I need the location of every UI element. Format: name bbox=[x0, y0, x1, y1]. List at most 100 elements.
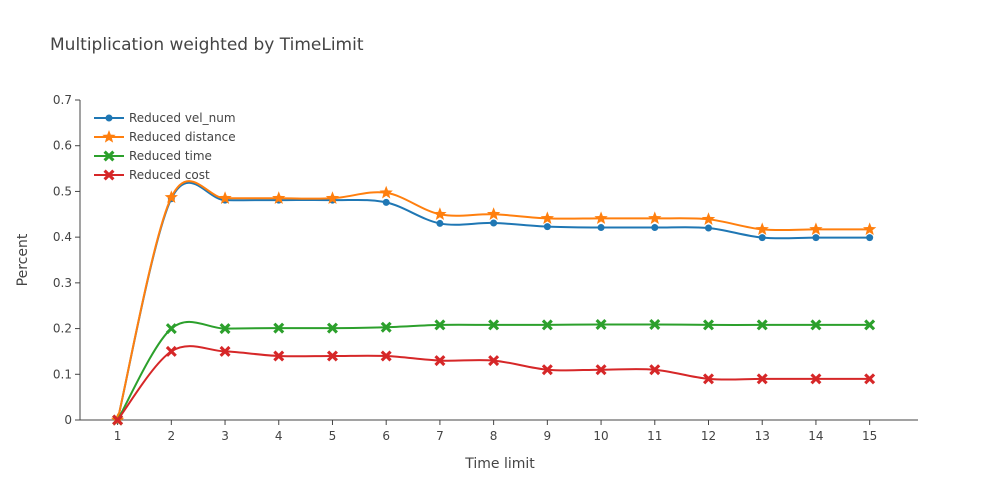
data-point bbox=[864, 373, 876, 385]
data-point bbox=[758, 234, 766, 242]
data-point bbox=[380, 321, 392, 333]
x-tick-label: 10 bbox=[593, 429, 608, 443]
data-point bbox=[218, 191, 232, 204]
data-point bbox=[703, 319, 714, 331]
legend-marker bbox=[105, 114, 113, 122]
data-point bbox=[540, 211, 554, 225]
data-point bbox=[380, 350, 392, 362]
y-tick-label: 0.5 bbox=[53, 184, 72, 198]
x-tick-label: 4 bbox=[275, 429, 283, 443]
data-point bbox=[810, 319, 822, 331]
data-point bbox=[756, 373, 768, 385]
series-layer bbox=[110, 180, 877, 426]
x-tick-label: 3 bbox=[221, 429, 229, 443]
legend-marker bbox=[103, 150, 115, 162]
axes: 00.10.20.30.40.50.60.71 2 3 4 5 6 7 8 9 10 11 12 13 1… bbox=[53, 93, 918, 443]
data-point bbox=[541, 364, 553, 376]
data-point bbox=[326, 350, 338, 362]
data-point bbox=[705, 224, 712, 232]
data-point bbox=[272, 191, 286, 204]
data-point bbox=[273, 350, 285, 362]
x-tick-label: 2 bbox=[168, 429, 176, 443]
x-tick-label: 5 bbox=[329, 429, 337, 443]
y-tick-label: 0.3 bbox=[53, 276, 72, 290]
series-1 bbox=[110, 180, 877, 426]
legend-label: Reduced time bbox=[129, 149, 212, 163]
data-point bbox=[434, 355, 446, 367]
data-point bbox=[488, 319, 500, 331]
data-point bbox=[164, 190, 178, 204]
data-point bbox=[595, 318, 607, 330]
data-point bbox=[273, 322, 285, 334]
series-line bbox=[116, 320, 870, 421]
data-point bbox=[488, 355, 500, 367]
x-tick-label: 8 bbox=[490, 429, 498, 443]
data-point bbox=[649, 364, 661, 376]
data-point bbox=[165, 345, 177, 357]
legend-label: Reduced cost bbox=[129, 168, 210, 182]
y-tick-label: 0.4 bbox=[53, 230, 72, 244]
x-tick-label: 11 bbox=[647, 429, 662, 443]
series-0 bbox=[114, 181, 874, 424]
data-point bbox=[436, 219, 444, 227]
x-tick-label: 6 bbox=[382, 429, 390, 443]
data-point bbox=[701, 212, 716, 225]
legend-marker bbox=[103, 169, 115, 181]
data-point bbox=[543, 223, 551, 231]
y-tick-label: 0.2 bbox=[53, 322, 72, 336]
legend-item[interactable]: Reduced distance bbox=[94, 130, 236, 144]
legend-item[interactable]: Reduced time bbox=[94, 149, 212, 163]
x-tick-label: 12 bbox=[701, 429, 716, 443]
x-tick-label: 1 bbox=[114, 429, 122, 443]
data-point bbox=[864, 319, 876, 331]
data-point bbox=[755, 222, 769, 236]
legend-marker bbox=[102, 130, 116, 143]
data-point bbox=[812, 234, 820, 242]
data-point bbox=[165, 323, 177, 335]
data-point bbox=[433, 207, 447, 220]
x-tick-label: 15 bbox=[862, 429, 877, 443]
x-tick-label: 13 bbox=[755, 429, 770, 443]
data-point bbox=[651, 224, 659, 232]
series-line bbox=[116, 345, 870, 421]
data-point bbox=[648, 211, 662, 225]
legend-label: Reduced vel_num bbox=[129, 111, 236, 125]
data-point bbox=[809, 222, 823, 236]
x-tick-label: 14 bbox=[808, 429, 823, 443]
data-point bbox=[649, 318, 661, 330]
series-line bbox=[116, 180, 870, 421]
data-point bbox=[756, 319, 768, 331]
legend-item[interactable]: Reduced cost bbox=[94, 168, 210, 182]
data-point bbox=[594, 211, 608, 225]
legend-label: Reduced distance bbox=[129, 130, 236, 144]
y-axis-title: Percent bbox=[15, 233, 31, 286]
series-3 bbox=[112, 345, 876, 426]
data-point bbox=[325, 191, 340, 204]
data-point bbox=[863, 222, 877, 236]
series-line bbox=[116, 181, 870, 421]
legend-item[interactable]: Reduced vel_num bbox=[94, 111, 236, 125]
series-2 bbox=[112, 318, 876, 426]
x-tick-label: 7 bbox=[436, 429, 444, 443]
x-tick-label: 9 bbox=[544, 429, 552, 443]
data-point bbox=[866, 234, 874, 242]
data-point bbox=[541, 319, 553, 331]
data-point bbox=[379, 185, 393, 199]
data-point bbox=[703, 373, 714, 385]
y-tick-label: 0 bbox=[64, 413, 72, 427]
data-point bbox=[490, 219, 498, 227]
data-point bbox=[597, 224, 605, 232]
data-point bbox=[326, 322, 338, 334]
data-point bbox=[595, 364, 607, 376]
data-point bbox=[112, 414, 124, 426]
data-point bbox=[810, 373, 822, 385]
y-tick-label: 0.6 bbox=[53, 139, 72, 153]
x-axis-title: Time limit bbox=[464, 456, 535, 472]
y-tick-label: 0.7 bbox=[53, 93, 72, 107]
data-point bbox=[486, 207, 501, 220]
data-point bbox=[219, 345, 231, 357]
y-tick-label: 0.1 bbox=[53, 367, 72, 381]
chart-title: Multiplication weighted by TimeLimit bbox=[50, 35, 364, 55]
data-point bbox=[219, 323, 231, 335]
